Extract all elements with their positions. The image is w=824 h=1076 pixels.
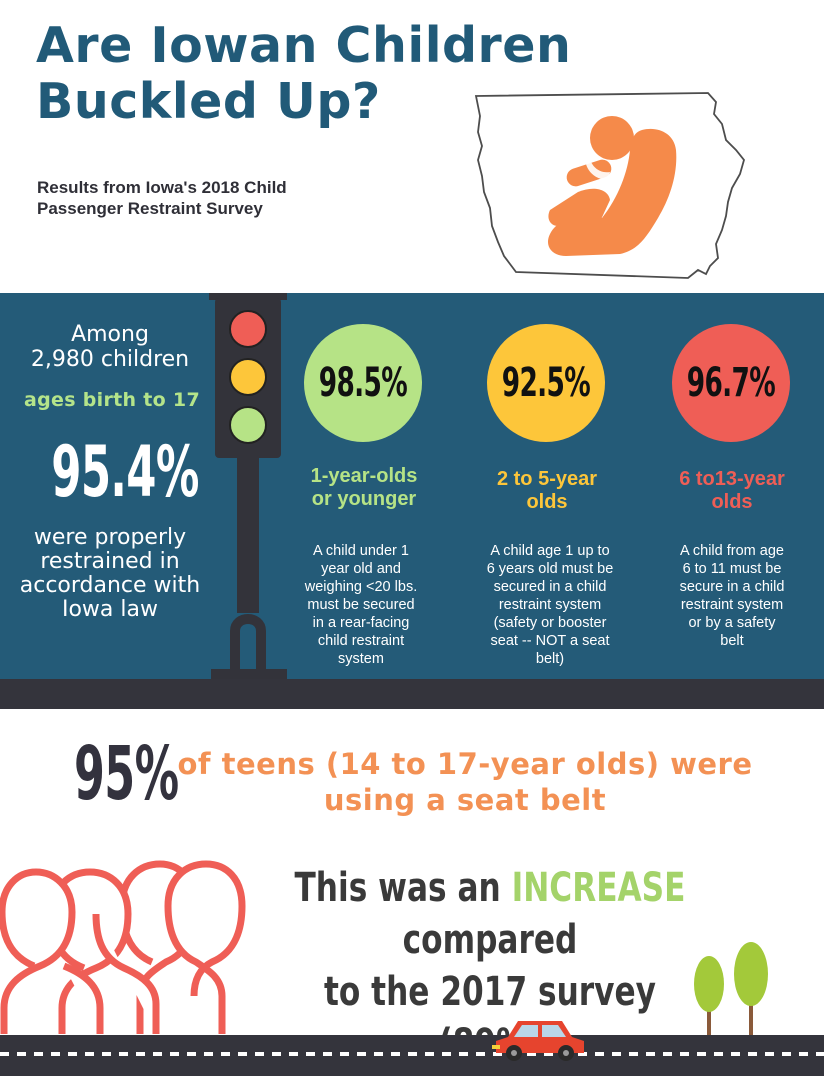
comparison-end: compared (402, 917, 578, 963)
group-2-percent: 92.5% (501, 360, 591, 406)
group-1-desc-line: A child under 1 (313, 543, 409, 559)
road-strip-top (0, 679, 824, 709)
group-3-desc-line: A child from age (680, 543, 784, 559)
restrained-line-4: Iowa law (61, 597, 158, 622)
group-2-desc-line: A child age 1 up to (490, 543, 610, 559)
tree-icon (734, 942, 768, 1036)
trees (694, 942, 768, 1036)
ages-label: ages birth to 17 (24, 389, 200, 411)
people-silhouette-icon (0, 860, 246, 1034)
comparison-text: This was an INCREASE compared to the 201… (291, 862, 689, 1070)
restrained-line-1: were properly (33, 525, 187, 550)
among-line-2: 2,980 children (30, 347, 190, 372)
teen-text: of teens (14 to 17-year olds) were using… (175, 746, 755, 818)
traffic-light-icon (209, 293, 287, 679)
group-3-description: A child from age 6 to 11 must be secure … (654, 542, 810, 650)
tree-icon (694, 956, 724, 1036)
group-3-desc-line: secure in a child (679, 579, 785, 595)
teen-line-1: of teens (14 to 17-year olds) were (177, 747, 753, 781)
group-3-desc-line: restraint system (680, 597, 784, 613)
comparison-line-1: This was an INCREASE compared (291, 862, 689, 966)
group-2-circle: 92.5% (487, 324, 605, 442)
title-line-2: Buckled Up? (36, 73, 381, 130)
among-line-1: Among (71, 322, 149, 347)
group-2-label: 2 to 5-year olds (467, 468, 627, 514)
group-2-desc-line: restraint system (498, 597, 602, 613)
group-3-label-line-1: 6 to13-year (679, 468, 785, 490)
group-2-label-line-1: 2 to 5-year (496, 468, 598, 490)
group-2-description: A child age 1 up to 6 years old must be … (462, 542, 638, 668)
subtitle-line-2: Passenger Restraint Survey (37, 199, 263, 218)
group-1-desc-line: system (338, 651, 384, 667)
teen-line-2: using a seat belt (323, 783, 607, 817)
restrained-line-2: restrained in (40, 549, 180, 574)
group-1-desc-line: weighing <20 lbs. (304, 579, 418, 595)
group-1-description: A child under 1 year old and weighing <2… (284, 542, 438, 668)
group-1-circle: 98.5% (304, 324, 422, 442)
page-subtitle: Results from Iowa's 2018 Child Passenger… (37, 177, 397, 219)
child-car-seat-icon (547, 116, 677, 256)
subtitle-line-1: Results from Iowa's 2018 Child (37, 178, 287, 197)
group-3-desc-line: belt (720, 633, 744, 649)
car-icon (492, 1021, 584, 1061)
group-2-desc-line: (safety or booster (493, 615, 607, 631)
red-light (229, 310, 267, 348)
group-3-label-line-2: olds (711, 491, 753, 513)
overall-percent: 95.4% (51, 431, 199, 513)
page-title: Are Iowan Children Buckled Up? (36, 18, 656, 130)
group-1-desc-line: in a rear-facing (312, 615, 410, 631)
group-1-desc-line: child restraint (317, 633, 405, 649)
title-line-1: Are Iowan Children (36, 17, 572, 74)
group-1-label-line-1: 1-year-olds (310, 465, 418, 487)
group-1-label: 1-year-olds or younger (284, 465, 444, 511)
among-text: Among 2,980 children (20, 322, 200, 372)
group-3-circle: 96.7% (672, 324, 790, 442)
group-2-desc-line: seat -- NOT a seat (490, 633, 610, 649)
iowa-outline (474, 92, 745, 279)
comparison-start: This was an (294, 865, 512, 911)
group-1-percent: 98.5% (318, 360, 408, 406)
restrained-text: were properly restrained in accordance w… (10, 526, 210, 622)
teen-percent: 95% (74, 731, 179, 817)
green-light (229, 406, 267, 444)
group-2-desc-line: 6 years old must be (486, 561, 614, 577)
group-3-label: 6 to13-year olds (652, 468, 812, 514)
increase-highlight: INCREASE (511, 865, 686, 911)
group-2-label-line-2: olds (526, 491, 568, 513)
group-1-desc-line: year old and (321, 561, 401, 577)
restrained-line-3: accordance with (19, 573, 201, 598)
yellow-light (229, 358, 267, 396)
iowa-map-icon (474, 92, 745, 279)
group-3-percent: 96.7% (686, 360, 776, 406)
group-1-label-line-2: or younger (311, 488, 417, 510)
group-3-desc-line: or by a safety (688, 615, 776, 631)
group-1-desc-line: must be secured (307, 597, 415, 613)
group-3-desc-line: 6 to 11 must be (682, 561, 782, 577)
group-2-desc-line: belt) (535, 651, 565, 667)
road-lane-markings (0, 1052, 824, 1056)
group-2-desc-line: secured in a child (493, 579, 607, 595)
